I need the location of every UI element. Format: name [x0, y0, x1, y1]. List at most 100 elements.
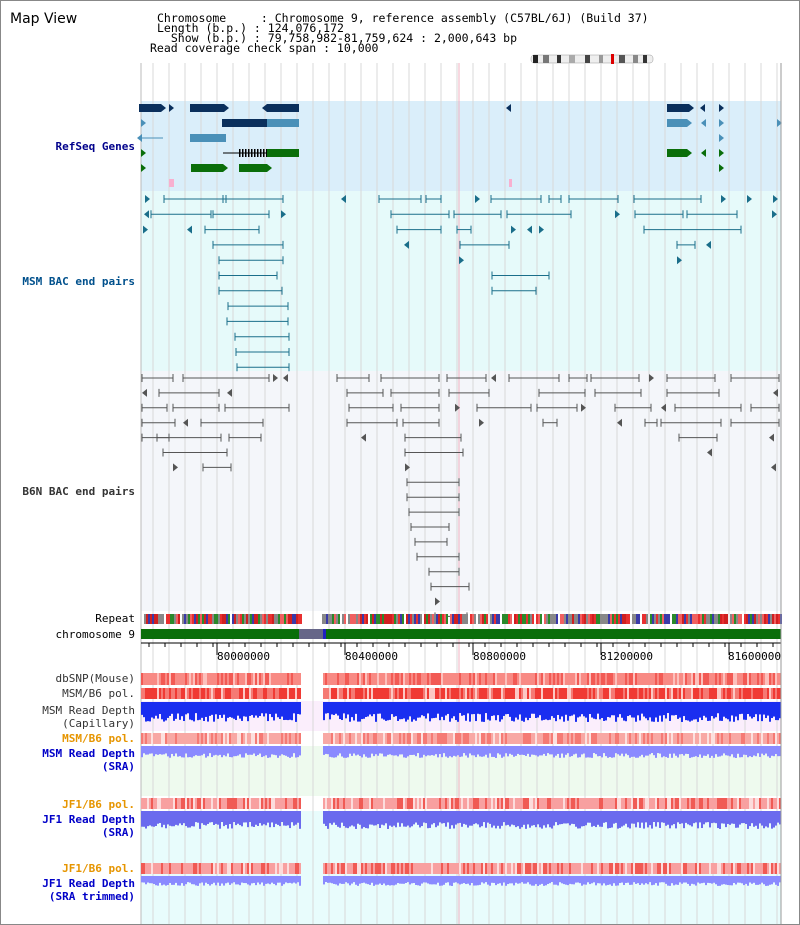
jf1-pol-cell: [553, 798, 555, 809]
jf1-sra-depth-bar: [557, 811, 559, 826]
msm-capillary-depth-bar: [415, 702, 417, 721]
jf1-pol-trim-cell: [431, 863, 433, 874]
msm-pol-sra-cell: [593, 733, 595, 744]
jf1-sra-depth-bar: [373, 811, 375, 826]
jf1-sra-depth-bar: [465, 811, 467, 825]
jf1-pol-trim-cell: [681, 863, 683, 874]
msm-sra-depth-bar: [333, 746, 335, 758]
jf1-sra-depth-bar: [357, 811, 359, 824]
jf1-trimmed-depth-bar: [227, 876, 229, 883]
jf1-trimmed-depth-bar: [543, 876, 545, 886]
jf1-pol-trim-cell: [349, 863, 351, 874]
jf1-pol-cell: [299, 798, 301, 809]
repeat-element: [238, 614, 240, 624]
msm-sra-depth-bar: [587, 746, 589, 758]
jf1-pol-trim-cell: [729, 863, 731, 874]
msm-capillary-depth-bar: [749, 702, 751, 717]
msm-pol-cell: [667, 688, 669, 699]
msm-pol-sra-cell: [595, 733, 597, 744]
jf1-pol-trim-cell: [699, 863, 701, 874]
msm-pol-cell: [531, 688, 533, 699]
repeat-element: [396, 614, 398, 624]
dbsnp-cell: [171, 673, 173, 685]
repeat-element: [638, 614, 640, 624]
jf1-pol-cell: [655, 798, 657, 809]
axis-tick-label: 80000000: [217, 650, 270, 663]
jf1-sra-depth-bar: [715, 811, 717, 824]
dbsnp-cell: [225, 673, 227, 685]
chromosome-ideogram[interactable]: [529, 53, 657, 65]
jf1-trimmed-depth-bar: [183, 876, 185, 886]
msm-pol-cell: [677, 688, 679, 699]
jf1-pol-cell: [163, 798, 165, 809]
msm-pol-cell: [681, 688, 683, 699]
msm-capillary-depth-bar: [361, 702, 363, 720]
jf1-pol-cell: [525, 798, 527, 809]
msm-pol-cell: [275, 688, 277, 699]
msm-sra-depth-bar: [361, 746, 363, 758]
jf1-pol-cell: [647, 798, 649, 809]
jf1-pol-cell: [489, 798, 491, 809]
jf1-pol-cell: [563, 798, 565, 809]
jf1-pol-cell: [593, 798, 595, 809]
repeat-element: [710, 614, 712, 624]
jf1-pol-cell: [645, 798, 647, 809]
jf1-pol-cell: [257, 798, 259, 809]
msm-pol-sra-cell: [597, 733, 599, 744]
jf1-trimmed-depth-bar: [651, 876, 653, 886]
jf1-pol-trim-cell: [243, 863, 245, 874]
msm-pol-sra-cell: [203, 733, 205, 744]
msm-capillary-depth-bar: [333, 702, 335, 716]
repeat-element: [372, 614, 374, 624]
msm-sra-depth-bar: [403, 746, 405, 758]
dbsnp-cell: [431, 673, 433, 685]
jf1-pol-trim-cell: [567, 863, 569, 874]
msm-pol-cell: [243, 688, 245, 699]
msm-pol-cell: [575, 688, 577, 699]
msm-sra-depth-bar: [515, 746, 517, 756]
msm-sra-depth-bar: [775, 746, 777, 755]
jf1-trimmed-depth-bar: [215, 876, 217, 886]
msm-capillary-depth-bar: [737, 702, 739, 721]
jf1-trimmed-depth-bar: [537, 876, 539, 886]
msm-pol-sra-cell: [351, 733, 353, 744]
jf1-trimmed-depth-bar: [387, 876, 389, 885]
jf1-sra-depth-bar: [723, 811, 725, 824]
msm-pol-cell: [277, 688, 279, 699]
msm-pol-cell: [551, 688, 553, 699]
dbsnp-cell: [389, 673, 391, 685]
jf1-sra-depth-bar: [663, 811, 665, 823]
dbsnp-cell: [705, 673, 707, 685]
dbsnp-cell: [335, 673, 337, 685]
msm-sra-depth-bar: [693, 746, 695, 757]
jf1-pol-cell: [637, 798, 639, 809]
jf1-pol-trim-cell: [593, 863, 595, 874]
repeat-element: [702, 614, 704, 624]
jf1-sra-depth-bar: [745, 811, 747, 825]
repeat-element: [370, 614, 372, 624]
msm-pol-cell: [669, 688, 671, 699]
jf1-trimmed-depth-bar: [145, 876, 147, 885]
jf1-trimmed-depth-bar: [189, 876, 191, 883]
jf1-sra-depth-bar: [223, 811, 225, 827]
jf1-sra-depth-bar: [451, 811, 453, 826]
msm-pol-cell: [435, 688, 437, 699]
msm-sra-depth-bar: [153, 746, 155, 757]
msm-pol-cell: [673, 688, 675, 699]
jf1-pol-trim-cell: [669, 863, 671, 874]
jf1-pol-trim-cell: [747, 863, 749, 874]
msm-pol-sra-cell: [727, 733, 729, 744]
msm-pol-cell: [487, 688, 489, 699]
msm-capillary-depth-bar: [629, 702, 631, 716]
repeat-element: [154, 614, 156, 624]
jf1-sra-depth-bar: [775, 811, 777, 826]
axis-tick-label: 81200000: [600, 650, 653, 663]
dbsnp-cell: [369, 673, 371, 685]
jf1-sra-depth-bar: [687, 811, 689, 825]
jf1-pol-cell: [639, 798, 641, 809]
dbsnp-cell: [575, 673, 577, 685]
msm-pol-sra-cell: [591, 733, 593, 744]
jf1-trimmed-depth-bar: [623, 876, 625, 886]
jf1-sra-depth-bar: [377, 811, 379, 825]
